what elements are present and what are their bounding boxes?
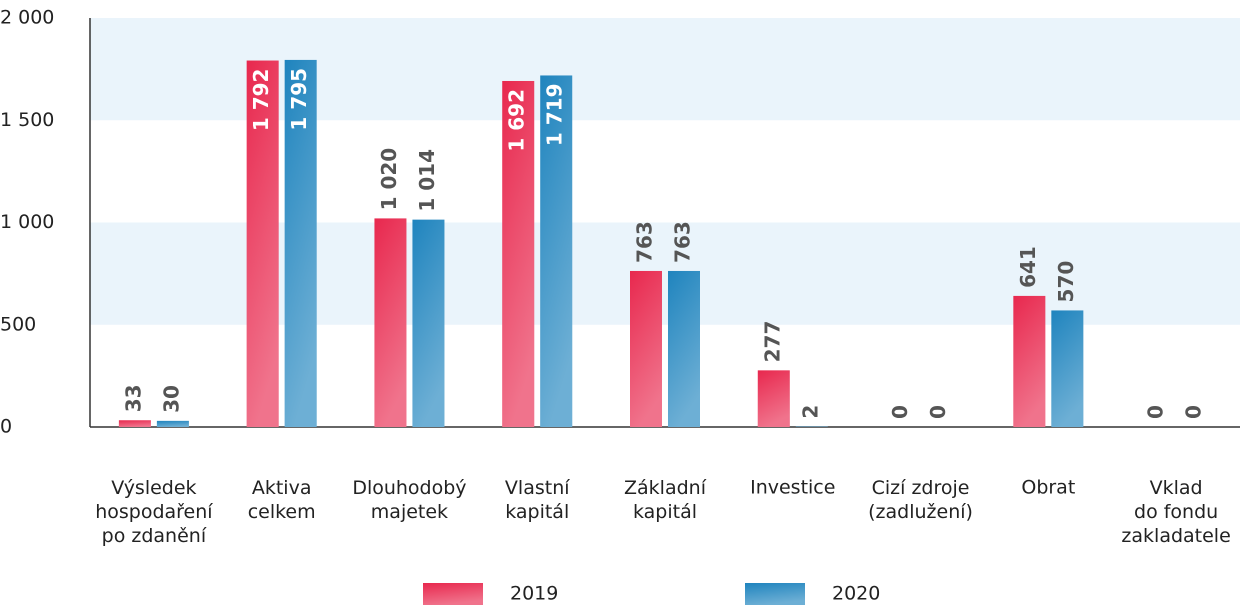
grid-band <box>90 18 1240 121</box>
value-label: 1 014 <box>415 149 439 212</box>
value-label: 0 <box>926 405 950 419</box>
value-label: 0 <box>1144 405 1168 419</box>
value-label: 0 <box>1182 405 1206 419</box>
y-tick-label: 1 000 <box>0 211 54 233</box>
bar-shade <box>118 420 151 427</box>
bar-shade <box>284 59 317 428</box>
bar-shade <box>246 60 279 427</box>
y-tick-label: 1 500 <box>0 109 54 131</box>
y-tick-label: 2 000 <box>0 7 54 29</box>
bar-shade <box>1051 310 1084 427</box>
grid-band <box>90 222 1240 325</box>
value-label: 763 <box>633 221 657 263</box>
value-label: 570 <box>1054 261 1078 303</box>
value-label: 2 <box>798 405 822 419</box>
bar-shade <box>156 420 189 427</box>
value-label: 277 <box>760 321 784 363</box>
value-label: 1 792 <box>249 69 273 132</box>
legend-label: 2019 <box>510 583 558 605</box>
y-tick-label: 500 <box>0 313 36 335</box>
legend-swatch-shade <box>423 583 483 605</box>
x-tick-label: Vlastní kapitál <box>505 477 570 523</box>
value-label: 1 020 <box>377 148 401 211</box>
x-tick-label: Aktiva celkem <box>248 477 316 523</box>
legend-label: 2020 <box>832 583 880 605</box>
bar-shade <box>757 370 790 427</box>
value-label: 1 719 <box>543 83 567 146</box>
bar-shade <box>630 270 662 427</box>
value-label: 1 795 <box>287 68 311 131</box>
bar-shade <box>1013 295 1046 427</box>
x-tick-label: Cizí zdroje (zadlužení) <box>868 477 973 523</box>
x-tick-label: Vklad do fondu zakladatele <box>1121 477 1230 547</box>
bar-shade <box>540 75 573 427</box>
x-tick-label: Investice <box>750 477 835 499</box>
value-label: 30 <box>159 385 183 413</box>
x-tick-label: Obrat <box>1021 477 1075 499</box>
bar-shade <box>374 218 407 427</box>
x-tick-label: Výsledek hospodaření po zdanění <box>95 477 213 547</box>
y-tick-label: 0 <box>0 416 12 438</box>
value-label: 763 <box>671 221 695 263</box>
bar-shade <box>668 270 700 427</box>
value-label: 0 <box>888 405 912 419</box>
bar-shade <box>502 80 535 428</box>
bar-shade <box>412 219 445 427</box>
x-tick-label: Dlouhodobý majetek <box>352 477 466 523</box>
value-label: 33 <box>121 384 145 412</box>
legend-swatch-shade <box>745 583 805 605</box>
value-label: 1 692 <box>505 89 529 152</box>
value-label: 641 <box>1016 246 1040 288</box>
x-tick-label: Základní kapitál <box>624 477 707 523</box>
